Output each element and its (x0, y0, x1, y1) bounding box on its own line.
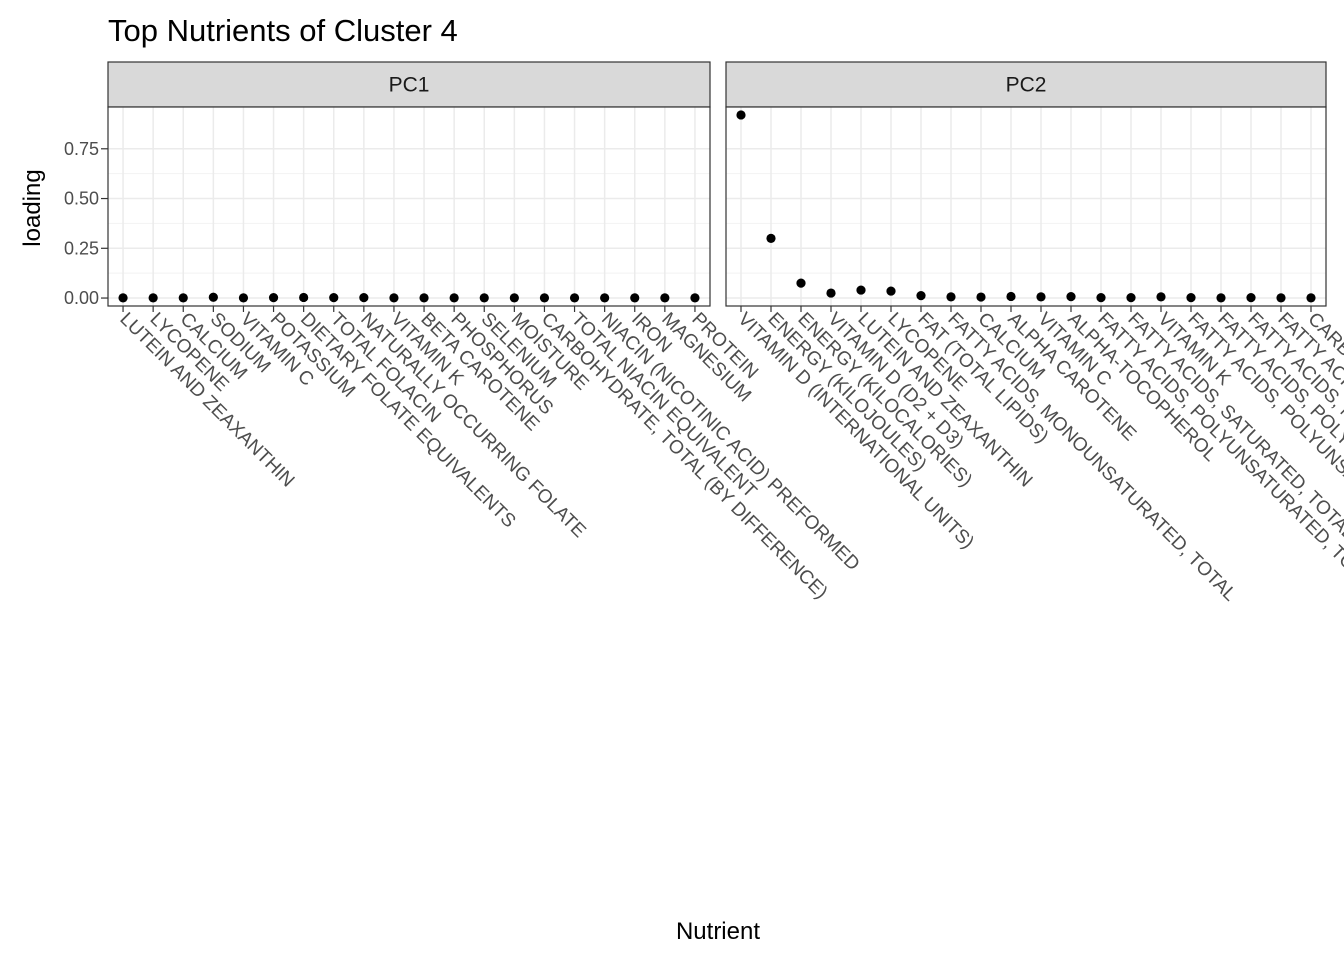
panel-background (726, 107, 1326, 306)
data-point (1156, 292, 1166, 302)
data-point (569, 293, 580, 303)
data-point (208, 292, 218, 302)
data-point (630, 293, 640, 303)
data-point (449, 293, 459, 303)
panel-border (725, 106, 1327, 307)
data-point (1306, 293, 1316, 303)
data-point (479, 293, 489, 303)
data-point (1006, 291, 1016, 302)
data-point (796, 278, 806, 288)
data-point (509, 293, 519, 303)
data-point (1276, 293, 1286, 303)
panel-border (107, 106, 711, 307)
data-point (886, 286, 896, 296)
x-axis-title: Nutrient (676, 918, 760, 945)
data-point (148, 293, 158, 303)
data-point (268, 293, 279, 303)
facet-strip-label: PC2 (1006, 74, 1047, 97)
x-tick-labels: LUTEIN AND ZEAXANTHINLYCOPENECALCIUMSODI… (116, 309, 864, 604)
data-point (856, 285, 866, 295)
y-tick-label: 0.00 (64, 288, 99, 308)
data-point (118, 293, 128, 303)
data-point (359, 293, 369, 303)
data-point (1066, 292, 1076, 302)
y-tick-label: 0.75 (64, 139, 99, 159)
data-point (736, 110, 746, 120)
data-point (1096, 293, 1106, 303)
chart-title: Top Nutrients of Cluster 4 (108, 13, 458, 48)
facet-strip-label: PC1 (389, 74, 430, 97)
y-tick-label: 0.50 (64, 189, 99, 209)
data-point (238, 293, 249, 303)
data-point (690, 293, 700, 303)
y-axis-title: loading (19, 169, 46, 246)
data-point (389, 293, 399, 303)
data-point (1216, 293, 1226, 303)
data-point (976, 292, 986, 302)
data-point (600, 293, 610, 303)
data-point (299, 292, 309, 303)
data-point (660, 293, 670, 303)
panel-background (108, 107, 710, 306)
data-point (178, 293, 188, 303)
data-point (419, 293, 429, 303)
data-point (826, 288, 836, 298)
facet-strip (107, 61, 711, 108)
data-point (1126, 293, 1136, 303)
data-point (329, 293, 339, 303)
data-point (1186, 293, 1196, 303)
facet-strip (725, 61, 1327, 108)
x-tick-labels: VITAMIN D (INTERNATIONAL UNITS)ENERGY (K… (733, 309, 1344, 606)
data-point (946, 292, 956, 302)
data-point (766, 233, 776, 243)
data-point (1036, 292, 1046, 302)
data-point (916, 291, 926, 301)
data-point (539, 293, 550, 303)
data-point (1246, 293, 1256, 303)
facets-layer: 0.00 0.25 0.50 0.75 PC1 LUTEIN AND ZEAXANTHIN… (64, 61, 1344, 606)
y-tick-label: 0.25 (64, 238, 99, 258)
